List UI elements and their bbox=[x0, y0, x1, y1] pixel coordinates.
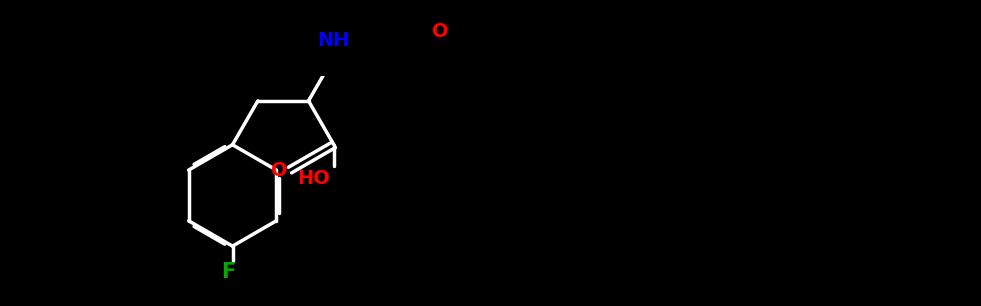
Text: O: O bbox=[271, 161, 287, 180]
Text: O: O bbox=[432, 22, 448, 41]
Text: NH: NH bbox=[318, 31, 350, 50]
Text: F: F bbox=[221, 262, 235, 282]
Text: HO: HO bbox=[297, 169, 330, 188]
